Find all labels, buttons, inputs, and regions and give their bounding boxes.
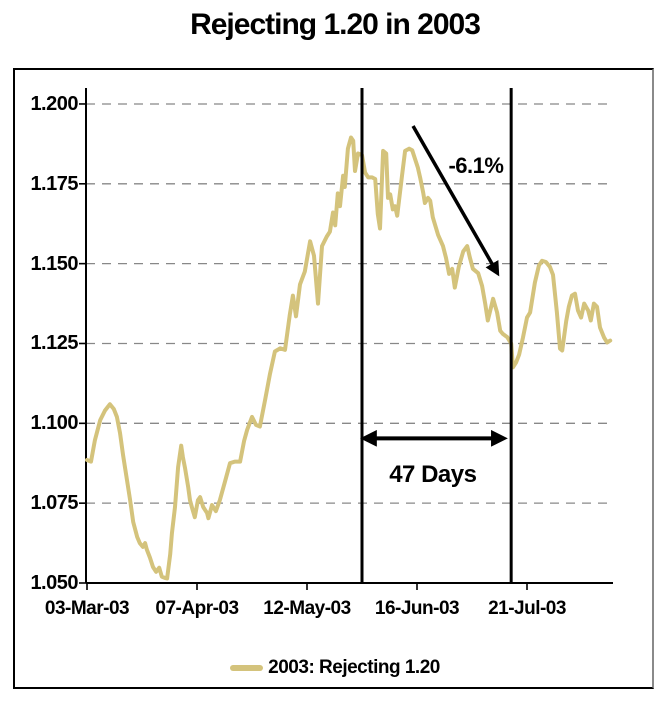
- y-axis-tick-label: 1.075: [30, 492, 78, 515]
- legend-label: 2003: Rejecting 1.20: [268, 657, 440, 678]
- legend-line-swatch: [230, 665, 264, 671]
- x-axis-tick-label: 07-Apr-03: [155, 598, 239, 619]
- chart-title: Rejecting 1.20 in 2003: [190, 8, 481, 41]
- axes: [79, 88, 613, 590]
- price-line-series: [85, 135, 613, 581]
- x-axis-tick-label: 21-Jul-03: [488, 598, 566, 619]
- x-axis-tick-label: 03-Mar-03: [44, 598, 130, 619]
- x-axis-tick-label: 16-Jun-03: [374, 598, 460, 619]
- chart-frame: [13, 68, 654, 689]
- y-axis-tick-label: 1.100: [30, 412, 78, 435]
- annotation-arrows: [360, 125, 508, 447]
- duration-days-label: 47 Days: [389, 461, 477, 489]
- y-axis-tick-label: 1.125: [30, 332, 78, 355]
- legend: 2003: Rejecting 1.20: [0, 657, 670, 679]
- y-axis-tick-label: 1.050: [30, 572, 78, 594]
- decline-percent-label: -6.1%: [448, 152, 504, 178]
- event-vertical-lines: [360, 88, 513, 583]
- y-axis-tick-label: 1.200: [30, 92, 78, 115]
- y-axis-tick-label: 1.175: [30, 172, 78, 195]
- y-axis-tick-label: 1.150: [30, 252, 78, 275]
- x-axis-tick-label: 12-May-03: [263, 598, 351, 619]
